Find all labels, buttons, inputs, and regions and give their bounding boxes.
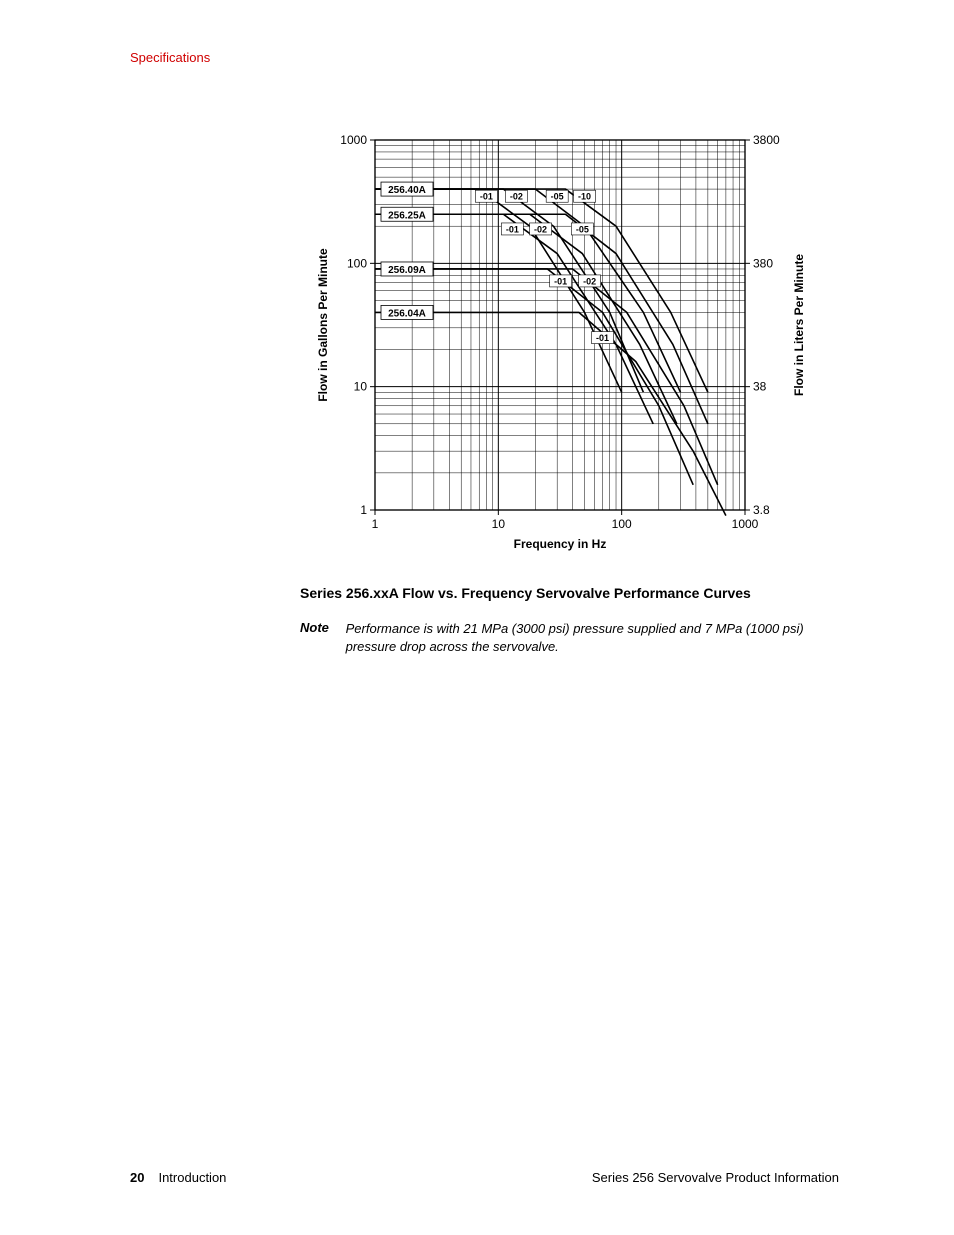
footer-right: Series 256 Servovalve Product Informatio… [592,1170,839,1185]
svg-text:-01: -01 [554,276,567,286]
section-heading: Specifications [130,50,210,65]
svg-text:-01: -01 [596,333,609,343]
note-label: Note [300,620,342,635]
svg-text:256.04A: 256.04A [388,308,426,319]
svg-text:100: 100 [612,517,632,531]
footer-left: 20 Introduction [130,1170,226,1185]
svg-text:-05: -05 [576,224,589,234]
svg-text:380: 380 [753,256,773,270]
svg-text:3800: 3800 [753,133,780,147]
svg-text:-01: -01 [506,224,519,234]
performance-chart: 11010010003.83838038001101001000Frequenc… [300,120,840,570]
svg-text:1000: 1000 [732,517,759,531]
footer-chapter: Introduction [158,1170,226,1185]
svg-text:-02: -02 [534,224,547,234]
svg-text:100: 100 [347,256,367,270]
svg-text:256.09A: 256.09A [388,265,426,276]
page: Specifications 11010010003.8383803800110… [0,0,954,1235]
svg-text:256.40A: 256.40A [388,185,426,196]
svg-text:10: 10 [354,380,368,394]
svg-text:Flow in Liters Per Minute: Flow in Liters Per Minute [792,254,806,396]
svg-text:10: 10 [492,517,506,531]
note: Note Performance is with 21 MPa (3000 ps… [300,620,820,655]
svg-text:3.8: 3.8 [753,503,770,517]
note-text: Performance is with 21 MPa (3000 psi) pr… [346,620,806,655]
svg-text:Flow in Gallons Per Minute: Flow in Gallons Per Minute [316,248,330,402]
chart-svg: 11010010003.83838038001101001000Frequenc… [300,120,840,570]
chart-caption: Series 256.xxA Flow vs. Frequency Servov… [300,585,820,601]
svg-text:Frequency in Hz: Frequency in Hz [514,537,607,551]
page-number: 20 [130,1170,144,1185]
svg-text:-05: -05 [551,192,564,202]
svg-text:-02: -02 [583,276,596,286]
svg-text:38: 38 [753,380,767,394]
svg-text:1000: 1000 [340,133,367,147]
svg-text:-01: -01 [480,192,493,202]
svg-text:-10: -10 [578,192,591,202]
svg-text:-02: -02 [510,192,523,202]
svg-text:1: 1 [372,517,379,531]
svg-text:1: 1 [360,503,367,517]
svg-text:256.25A: 256.25A [388,210,426,221]
